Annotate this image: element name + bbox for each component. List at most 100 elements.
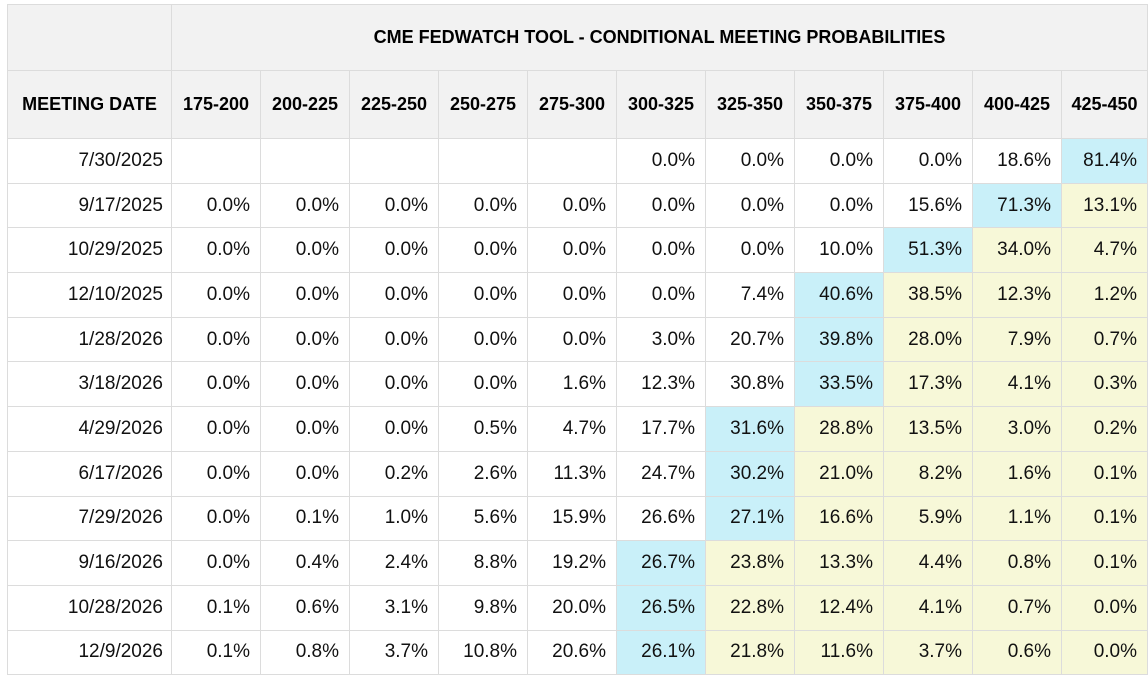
probability-cell: 0.1% xyxy=(171,629,261,676)
probability-cell: 0.1% xyxy=(260,495,350,542)
probability-cell: 0.0% xyxy=(527,182,617,229)
probability-cell: 0.0% xyxy=(171,227,261,274)
probability-cell: 1.6% xyxy=(972,450,1062,497)
column-header-rate-range: 175-200 xyxy=(171,70,261,139)
probability-cell: 0.5% xyxy=(438,406,528,452)
probability-cell: 13.3% xyxy=(794,540,884,586)
table-row: 6/17/2026 0.0% 0.0% 0.2% 2.6% 11.3% 24.7% 30.2%… xyxy=(7,450,1148,497)
probability-cell: 0.0% xyxy=(260,316,350,363)
probability-cell: 0.0% xyxy=(260,450,350,497)
probability-cell: 0.0% xyxy=(438,316,528,363)
probability-cell: 11.3% xyxy=(527,450,617,497)
probability-cell: 0.0% xyxy=(616,138,706,184)
probability-cell: 3.1% xyxy=(349,584,439,631)
probability-cell: 0.0% xyxy=(616,227,706,274)
probability-cell: 0.0% xyxy=(171,450,261,497)
column-header-rate-range: 300-325 xyxy=(616,70,706,139)
probability-cell: 12.4% xyxy=(794,584,884,631)
probability-cell: 8.2% xyxy=(883,450,973,497)
probability-cell: 0.0% xyxy=(260,361,350,408)
probability-cell: 0.6% xyxy=(972,629,1062,676)
probability-cell: 5.9% xyxy=(883,495,973,542)
probability-cell: 0.0% xyxy=(438,272,528,318)
table-row: 4/29/2026 0.0% 0.0% 0.0% 0.5% 4.7% 17.7% 31.6% 2… xyxy=(7,406,1148,452)
probability-cell: 0.0% xyxy=(349,272,439,318)
probability-cell: 0.7% xyxy=(1061,316,1148,363)
probability-cell: 0.0% xyxy=(171,495,261,542)
probability-cell: 26.7% xyxy=(616,540,706,586)
probability-cell: 0.0% xyxy=(438,182,528,229)
meeting-date-cell: 3/18/2026 xyxy=(7,361,172,408)
probability-cell: 4.4% xyxy=(883,540,973,586)
probability-cell: 26.5% xyxy=(616,584,706,631)
probability-cell: 21.8% xyxy=(705,629,795,676)
column-header-rate-range: 275-300 xyxy=(527,70,617,139)
column-header-row: MEETING DATE 175-200 200-225 225-250 250-275… xyxy=(7,70,1148,139)
probability-cell: 0.0% xyxy=(349,227,439,274)
probability-cell: 12.3% xyxy=(972,272,1062,318)
table-row: 12/10/2025 0.0% 0.0% 0.0% 0.0% 0.0% 0.0% 7.4% 40… xyxy=(7,272,1148,318)
meeting-date-cell: 1/28/2026 xyxy=(7,316,172,363)
probability-cell: 0.0% xyxy=(349,182,439,229)
table-row: 10/28/2026 0.1% 0.6% 3.1% 9.8% 20.0% 26.5% 22.8… xyxy=(7,584,1148,631)
probability-cell: 0.0% xyxy=(1061,584,1148,631)
probability-cell: 20.7% xyxy=(705,316,795,363)
probability-cell: 0.0% xyxy=(349,406,439,452)
probability-cell: 13.5% xyxy=(883,406,973,452)
probability-cell: 28.0% xyxy=(883,316,973,363)
probability-cell: 0.0% xyxy=(616,272,706,318)
probability-cell: 26.1% xyxy=(616,629,706,676)
probability-cell: 0.0% xyxy=(349,316,439,363)
probability-cell: 0.0% xyxy=(438,227,528,274)
table-row: 10/29/2025 0.0% 0.0% 0.0% 0.0% 0.0% 0.0% 0.0% 10… xyxy=(7,227,1148,274)
meeting-date-cell: 6/17/2026 xyxy=(7,450,172,497)
probability-cell: 3.7% xyxy=(883,629,973,676)
probability-cell: 2.6% xyxy=(438,450,528,497)
meeting-date-cell: 7/29/2026 xyxy=(7,495,172,542)
column-header-meeting-date: MEETING DATE xyxy=(7,70,172,139)
probability-cell: 7.9% xyxy=(972,316,1062,363)
probability-cell: 0.0% xyxy=(1061,629,1148,676)
meeting-date-cell: 9/17/2025 xyxy=(7,182,172,229)
probability-cell: 0.0% xyxy=(794,182,884,229)
probability-cell: 19.2% xyxy=(527,540,617,586)
column-header-rate-range: 250-275 xyxy=(438,70,528,139)
table-row: 9/17/2025 0.0% 0.0% 0.0% 0.0% 0.0% 0.0% 0.0% 0.0… xyxy=(7,182,1148,229)
probability-cell: 22.8% xyxy=(705,584,795,631)
probability-cell xyxy=(438,138,528,184)
probability-cell: 27.1% xyxy=(705,495,795,542)
probability-cell: 5.6% xyxy=(438,495,528,542)
meeting-date-cell: 7/30/2025 xyxy=(7,138,172,184)
probability-cell: 20.6% xyxy=(527,629,617,676)
probability-cell: 0.0% xyxy=(171,540,261,586)
probability-cell xyxy=(260,138,350,184)
probability-cell: 0.0% xyxy=(705,182,795,229)
probability-cell: 0.0% xyxy=(527,272,617,318)
probability-cell: 11.6% xyxy=(794,629,884,676)
probability-cell: 18.6% xyxy=(972,138,1062,184)
probability-cell: 26.6% xyxy=(616,495,706,542)
probability-cell: 30.8% xyxy=(705,361,795,408)
probability-cell: 0.0% xyxy=(171,361,261,408)
probability-cell: 4.7% xyxy=(1061,227,1148,274)
probability-cell: 4.1% xyxy=(883,584,973,631)
probability-cell: 0.8% xyxy=(972,540,1062,586)
probability-cell: 1.1% xyxy=(972,495,1062,542)
probability-cell: 71.3% xyxy=(972,182,1062,229)
table-row: 9/16/2026 0.0% 0.4% 2.4% 8.8% 19.2% 26.7% 23.8%… xyxy=(7,540,1148,586)
probability-cell: 0.1% xyxy=(1061,540,1148,586)
probability-cell: 16.6% xyxy=(794,495,884,542)
probability-cell: 20.0% xyxy=(527,584,617,631)
probability-cell: 28.8% xyxy=(794,406,884,452)
probability-cell: 4.7% xyxy=(527,406,617,452)
probability-cell: 3.0% xyxy=(616,316,706,363)
probability-cell: 0.0% xyxy=(260,227,350,274)
table-title: CME FEDWATCH TOOL - CONDITIONAL MEETING … xyxy=(171,4,1148,71)
probability-cell: 0.0% xyxy=(260,406,350,452)
probability-cell: 0.0% xyxy=(705,227,795,274)
table-row: 3/18/2026 0.0% 0.0% 0.0% 0.0% 1.6% 12.3% 30.8% 3… xyxy=(7,361,1148,408)
probability-cell: 0.0% xyxy=(883,138,973,184)
probability-cell: 10.0% xyxy=(794,227,884,274)
column-header-rate-range: 375-400 xyxy=(883,70,973,139)
probability-cell: 12.3% xyxy=(616,361,706,408)
